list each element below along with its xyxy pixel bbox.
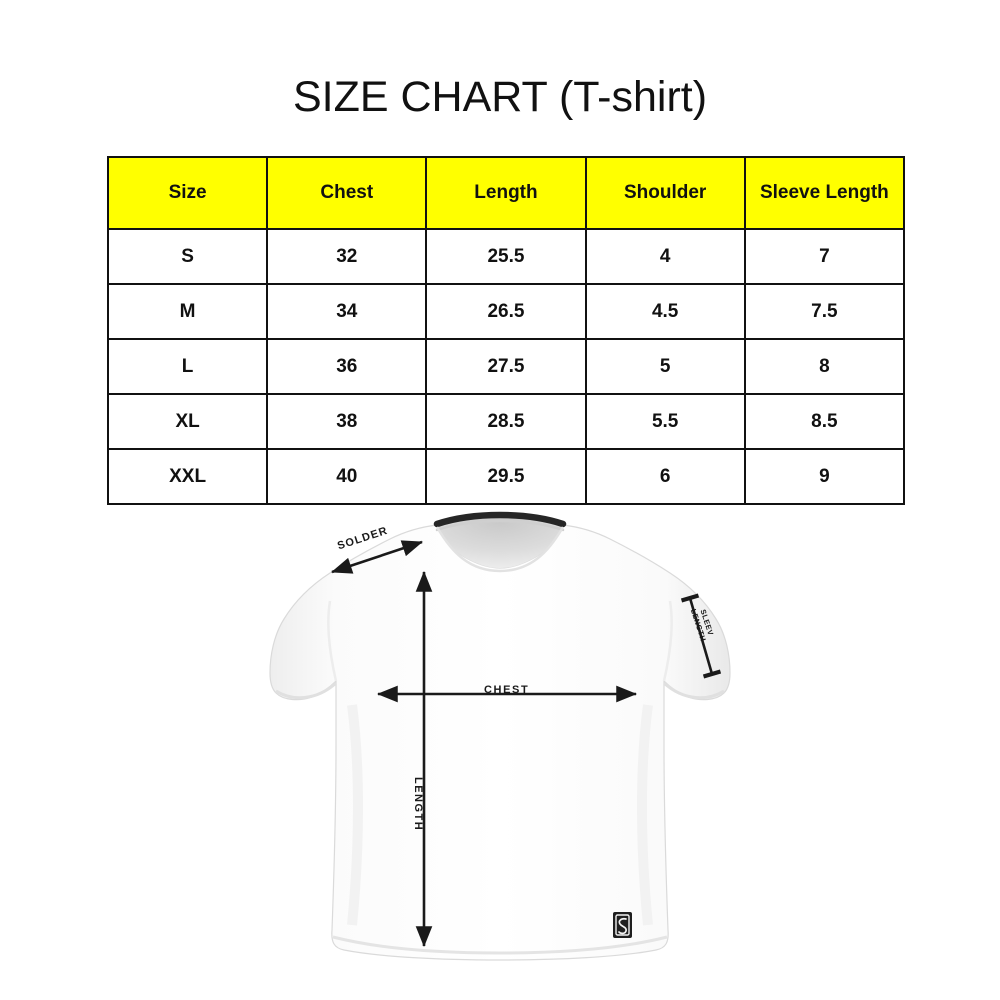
collar-inner-line bbox=[435, 519, 565, 532]
column-header-size: Size bbox=[106, 156, 269, 230]
collar-band bbox=[433, 511, 567, 528]
column-header-sleeve-length: Sleeve Length bbox=[743, 156, 906, 230]
right-sleeve-hem bbox=[662, 681, 725, 700]
tshirt-body bbox=[269, 524, 731, 961]
cell-size: S bbox=[106, 228, 269, 285]
cell-size: XL bbox=[106, 393, 269, 450]
cell-chest: 34 bbox=[266, 283, 428, 340]
collar-seam bbox=[435, 526, 565, 573]
cell-length: 26.5 bbox=[425, 283, 587, 340]
cell-shoulder: 4.5 bbox=[584, 283, 746, 340]
fabric-fold-right bbox=[637, 704, 653, 926]
cell-size: L bbox=[106, 338, 269, 395]
page-title: SIZE CHART (T-shirt) bbox=[292, 73, 708, 121]
chest-label: CHEST bbox=[484, 684, 530, 696]
cell-chest: 36 bbox=[266, 338, 428, 395]
right-sleeve-seam bbox=[662, 600, 673, 682]
cell-shoulder: 6 bbox=[584, 448, 746, 505]
size-chart-table: Size Chest Length Shoulder Sleeve Length… bbox=[106, 156, 906, 505]
length-label: LENGTH bbox=[412, 777, 424, 832]
cell-sleeve-length: 8.5 bbox=[743, 393, 906, 450]
column-header-shoulder: Shoulder bbox=[584, 156, 746, 230]
column-header-chest: Chest bbox=[266, 156, 428, 230]
cell-chest: 40 bbox=[266, 448, 428, 505]
cell-shoulder: 5.5 bbox=[584, 393, 746, 450]
cell-chest: 32 bbox=[266, 228, 428, 285]
tshirt-diagram: SOLDER SLEEV LENGTH CHEST LENGTH bbox=[0, 505, 1000, 975]
cell-chest: 38 bbox=[266, 393, 428, 450]
bottom-hem bbox=[332, 935, 668, 955]
cell-sleeve-length: 7 bbox=[743, 228, 906, 285]
cell-shoulder: 5 bbox=[584, 338, 746, 395]
brand-tag-icon bbox=[613, 912, 632, 938]
table-header-row: Size Chest Length Shoulder Sleeve Length bbox=[106, 156, 906, 230]
table-row: M 34 26.5 4.5 7.5 bbox=[106, 283, 906, 340]
column-header-length: Length bbox=[425, 156, 587, 230]
cell-length: 29.5 bbox=[425, 448, 587, 505]
shoulder-measure-arrow bbox=[331, 540, 423, 574]
cell-size: XXL bbox=[106, 448, 269, 505]
table-body: S 32 25.5 4 7 M 34 26.5 4.5 7.5 L 36 27.… bbox=[106, 228, 906, 505]
neck-opening bbox=[437, 517, 563, 568]
table-row: XL 38 28.5 5.5 8.5 bbox=[106, 393, 906, 450]
cell-length: 28.5 bbox=[425, 393, 587, 450]
cell-size: M bbox=[106, 283, 269, 340]
tshirt-shape bbox=[269, 511, 731, 961]
left-sleeve-hem bbox=[275, 681, 338, 700]
table-header: Size Chest Length Shoulder Sleeve Length bbox=[106, 156, 906, 230]
cell-sleeve-length: 8 bbox=[743, 338, 906, 395]
table-row: L 36 27.5 5 8 bbox=[106, 338, 906, 395]
fabric-fold-left bbox=[347, 704, 363, 926]
cell-length: 27.5 bbox=[425, 338, 587, 395]
table-row: XXL 40 29.5 6 9 bbox=[106, 448, 906, 505]
sleeve-length-measure-arrow bbox=[680, 593, 722, 679]
cell-shoulder: 4 bbox=[584, 228, 746, 285]
cell-sleeve-length: 7.5 bbox=[743, 283, 906, 340]
left-sleeve-seam bbox=[327, 600, 338, 682]
tshirt-illustration-svg bbox=[269, 511, 731, 961]
cell-length: 25.5 bbox=[425, 228, 587, 285]
table-row: S 32 25.5 4 7 bbox=[106, 228, 906, 285]
cell-sleeve-length: 9 bbox=[743, 448, 906, 505]
